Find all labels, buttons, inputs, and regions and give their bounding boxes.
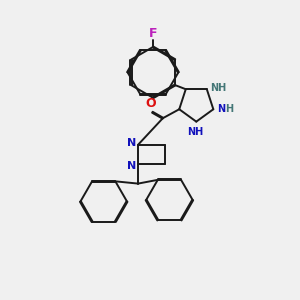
Text: N: N (217, 104, 225, 114)
Text: F: F (149, 26, 157, 40)
Text: H: H (225, 104, 233, 114)
Text: NH: NH (187, 127, 203, 137)
Text: N: N (127, 138, 136, 148)
Text: O: O (146, 97, 156, 110)
Text: NH: NH (210, 83, 226, 93)
Text: N: N (127, 161, 136, 171)
